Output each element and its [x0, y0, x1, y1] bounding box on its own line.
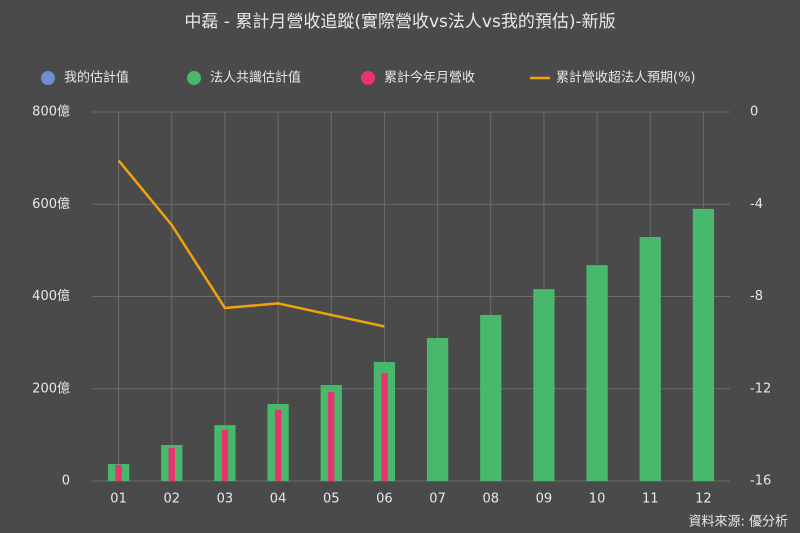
x-tick-label: 10 [589, 492, 606, 507]
bar [115, 464, 122, 481]
y-tick-label: 0 [62, 474, 70, 489]
bar [426, 338, 449, 481]
y2-tick-label: 0 [750, 105, 758, 120]
source: 資料來源: 優分析 [688, 515, 788, 530]
legend-label: 法人共識估計值 [210, 70, 301, 86]
bar [586, 265, 608, 481]
y-tick-label: 200億 [32, 380, 70, 396]
chart-title: 中磊 - 累計月營收追蹤(實際營收vs法人vs我的預估)-新版 [184, 12, 615, 32]
line [117, 159, 385, 328]
bar [533, 289, 555, 481]
bar [328, 391, 335, 481]
y-tick-label: 800億 [32, 104, 70, 120]
x-tick-label: 12 [695, 492, 712, 507]
bar [381, 373, 388, 481]
legend-label: 累計今年月營收 [384, 70, 475, 86]
x-tick-label: 09 [536, 492, 553, 507]
bar [692, 208, 715, 482]
x-tick-label: 08 [482, 492, 499, 507]
y2-tick-label: -8 [750, 289, 763, 304]
legend-swatch [41, 71, 55, 85]
x-tick-label: 06 [376, 492, 393, 507]
bar [221, 429, 229, 481]
legend-label: 我的估計值 [64, 70, 129, 86]
legend-swatch [361, 71, 375, 85]
bar [480, 314, 502, 481]
y2-tick-label: -12 [750, 381, 771, 396]
bar [274, 409, 282, 481]
legend-label: 累計營收超法人預期(%) [556, 70, 696, 86]
x-tick-label: 03 [217, 492, 234, 507]
y2-tick-label: -4 [750, 197, 763, 212]
bar [168, 447, 175, 481]
legend-swatch [187, 71, 201, 85]
x-tick-label: 07 [429, 492, 446, 507]
x-tick-label: 04 [270, 492, 287, 507]
x-tick-label: 02 [163, 492, 180, 507]
x-tick-label: 11 [642, 492, 659, 507]
y-tick-label: 600億 [32, 196, 70, 212]
x-tick-label: 01 [110, 492, 127, 507]
bar [639, 236, 661, 481]
x-tick-label: 05 [323, 492, 340, 507]
y2-tick-label: -16 [750, 474, 771, 489]
y-tick-label: 400億 [32, 288, 70, 304]
